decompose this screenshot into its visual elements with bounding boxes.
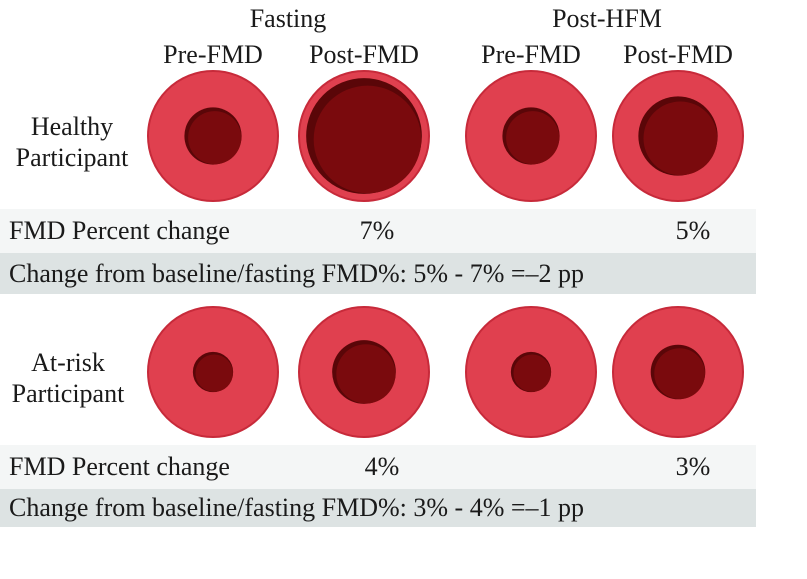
column-header-fasting-post-fmd: Post-FMD (309, 40, 419, 69)
row-label-line1: At-risk (31, 348, 105, 377)
fmd-percent-band-at-risk: FMD Percent change 4% 3% (0, 445, 756, 489)
row-label-line2: Participant (11, 378, 125, 408)
vessel-healthy-post-hfm-pre-fmd (465, 70, 597, 202)
column-header-fasting-pre-fmd: Pre-FMD (163, 40, 263, 69)
row-label-healthy-participant: Healthy Participant (0, 112, 147, 173)
vessel-at-risk-post-hfm-post-fmd (612, 306, 744, 438)
fmd-percent-label: FMD Percent change (9, 216, 230, 245)
summary-text: Change from baseline/fasting FMD%: 3% - … (9, 493, 585, 522)
vessel-lumen (513, 354, 551, 392)
vessel-lumen (643, 101, 718, 176)
vessel-lumen (313, 85, 422, 194)
vessel-lumen (195, 354, 233, 392)
column-header-post-hfm-pre-fmd: Pre-FMD (481, 40, 581, 69)
post-hfm-fmd-percent: 5% (675, 216, 711, 245)
row-label-at-risk-participant: At-risk Participant (0, 348, 143, 409)
vessel-healthy-fasting-post-fmd (298, 70, 430, 202)
post-hfm-fmd-percent: 3% (675, 452, 711, 481)
vessel-lumen (188, 111, 242, 165)
vessel-lumen (336, 344, 396, 404)
column-header-post-hfm-post-fmd: Post-FMD (623, 40, 733, 69)
vessel-at-risk-fasting-post-fmd (298, 306, 430, 438)
group-title-post-hfm: Post-HFM (552, 4, 662, 33)
group-title-fasting: Fasting (249, 4, 327, 33)
vessel-lumen (654, 348, 706, 400)
fmd-percent-label: FMD Percent change (9, 452, 230, 481)
row-label-line2: Participant (15, 142, 129, 172)
vessel-at-risk-fasting-pre-fmd (147, 306, 279, 438)
summary-band-at-risk: Change from baseline/fasting FMD%: 3% - … (0, 489, 756, 527)
fasting-fmd-percent: 4% (364, 452, 400, 481)
vessel-at-risk-post-hfm-pre-fmd (465, 306, 597, 438)
vessel-lumen (506, 111, 560, 165)
vessel-healthy-fasting-pre-fmd (147, 70, 279, 202)
summary-band-healthy: Change from baseline/fasting FMD%: 5% - … (0, 253, 756, 294)
fasting-fmd-percent: 7% (359, 216, 395, 245)
summary-text: Change from baseline/fasting FMD%: 5% - … (9, 259, 585, 288)
row-label-line1: Healthy (30, 112, 114, 141)
vessel-healthy-post-hfm-post-fmd (612, 70, 744, 202)
fmd-percent-band-healthy: FMD Percent change 7% 5% (0, 209, 756, 253)
